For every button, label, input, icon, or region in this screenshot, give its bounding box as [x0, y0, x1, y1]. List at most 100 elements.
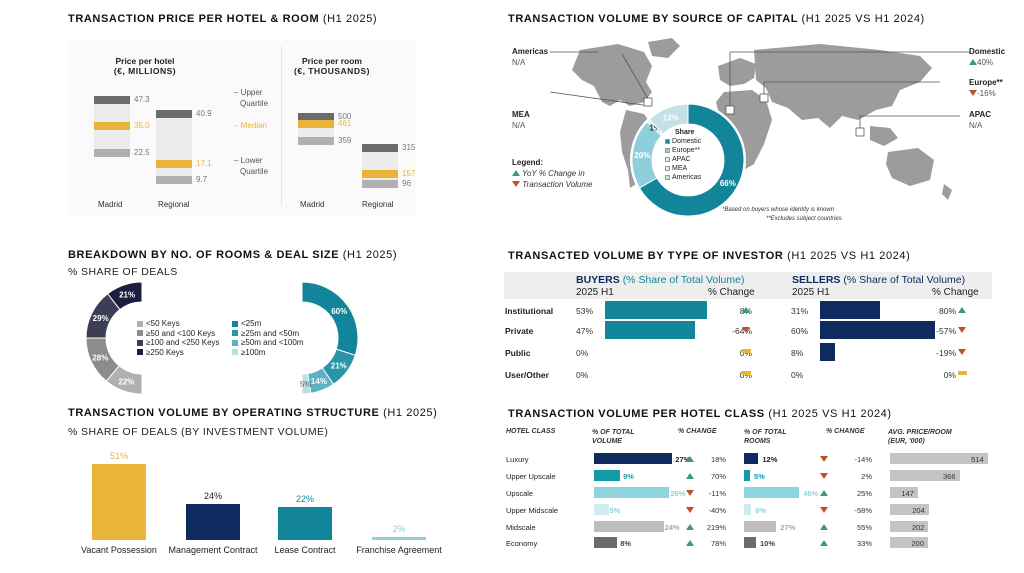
share-legend-label: APAC — [672, 156, 691, 163]
legend-swatch — [137, 320, 143, 327]
quartile-value-label: 96 — [402, 179, 411, 189]
australia-shape — [886, 148, 934, 186]
buyers-header: BUYERS (% Share of Total Volume) — [576, 274, 745, 286]
quartile-value-label: 157 — [402, 168, 416, 178]
quartile-range-box — [156, 113, 192, 180]
quartile-marker — [94, 96, 130, 105]
class-volume-change: -11% — [709, 489, 726, 498]
buyers-share-label: 0% — [576, 348, 589, 358]
class-volume-bar — [594, 521, 664, 532]
quartile-value-label: 40.9 — [196, 108, 212, 118]
legend-lower-quartile: – Lower Quartile — [234, 156, 269, 176]
capital-legend-title: Legend: — [512, 158, 544, 167]
class-rooms-change: 2% — [861, 472, 872, 481]
structure-panel-subtitle: % SHARE OF DEALS (BY INVESTMENT VOLUME) — [68, 426, 329, 438]
quartile-marker — [298, 119, 334, 128]
down-arrow-icon — [820, 456, 828, 462]
col-pct-rooms: % OF TOTAL ROOMS — [744, 429, 787, 445]
up-arrow-icon — [686, 456, 694, 462]
class-volume-bar — [594, 487, 670, 498]
quartile-value-label: 315 — [402, 142, 416, 152]
class-volume-label: 24% — [664, 523, 680, 532]
class-volume-change: 219% — [706, 523, 726, 532]
up-arrow-icon — [742, 307, 750, 313]
up-arrow-icon — [686, 473, 694, 479]
class-volume-change: -40% — [708, 506, 726, 515]
structure-bar-value: 22% — [295, 494, 314, 505]
investor-header-band — [504, 272, 992, 299]
sellers-share-label: 60% — [791, 326, 809, 336]
legend-swatch — [232, 349, 238, 356]
capital-slice-label: 1% — [649, 124, 661, 133]
quartile-value-label: 22.5 — [134, 147, 150, 157]
buyers-share-label: 47% — [576, 326, 594, 336]
up-arrow-icon — [969, 59, 977, 65]
rooms-legend-label: ≥50 and <100 Keys — [146, 328, 216, 338]
class-row-label: Economy — [506, 539, 538, 548]
dealsize-slice-label: 21% — [331, 362, 347, 371]
class-volume-bar — [594, 537, 618, 548]
legend-swatch — [232, 320, 238, 327]
rooms-donut-chart: 22% 28% 29% 21% — [85, 281, 199, 395]
quartile-range-box — [362, 147, 398, 185]
class-volume-bar — [594, 470, 621, 481]
investor-row-label: Public — [505, 348, 531, 358]
down-arrow-icon — [958, 327, 966, 333]
down-arrow-icon — [958, 349, 966, 355]
class-volume-bar — [594, 453, 673, 464]
rooms-legend-label: <50 Keys — [146, 319, 180, 328]
class-rooms-label: 6% — [755, 506, 767, 515]
indonesia-shape — [870, 126, 898, 146]
legend-swatch — [137, 349, 143, 356]
col-change-rooms: % CHANGE — [826, 428, 865, 435]
sellers-change-label: -57% — [936, 326, 956, 336]
up-arrow-icon — [512, 170, 520, 176]
sellers-change-label: 80% — [938, 306, 956, 316]
dealsize-slice-label: 60% — [331, 307, 347, 316]
structure-panel-title: TRANSACTION VOLUME BY OPERATING STRUCTUR… — [68, 407, 438, 419]
class-row-label: Upper Midscale — [506, 506, 559, 515]
dealsize-donut-chart: 60% 21% 14%5% — [245, 281, 359, 395]
structure-bar-category: Franchise Agreement — [356, 545, 442, 555]
europe-shape — [718, 58, 756, 86]
buyers-col-change: % Change — [708, 287, 755, 298]
up-arrow-icon — [820, 524, 828, 530]
up-arrow-icon — [686, 540, 694, 546]
region-mea-name: MEA — [512, 110, 530, 119]
legend-median: – Median — [234, 121, 267, 130]
quartile-marker — [362, 143, 398, 152]
class-price-label: 514 — [971, 455, 984, 464]
structure-bar — [278, 507, 332, 540]
rooms-slice-label: 28% — [92, 354, 108, 363]
class-volume-label: 8% — [620, 539, 632, 548]
greenland-shape — [648, 38, 680, 58]
capital-panel-title: TRANSACTION VOLUME BY SOURCE OF CAPITAL … — [508, 13, 925, 25]
class-price-label: 200 — [911, 539, 924, 548]
sellers-change-label: -19% — [936, 348, 956, 358]
quartile-marker — [362, 169, 398, 178]
rooms-panel-subtitle: % SHARE OF DEALS — [68, 266, 178, 278]
class-row-label: Upscale — [506, 489, 534, 498]
share-legend-item: Europe** — [665, 146, 701, 155]
class-volume-bar — [594, 504, 609, 515]
class-rooms-change: -58% — [854, 506, 872, 515]
asia-shape — [754, 44, 932, 128]
sellers-share-bar — [820, 321, 936, 339]
sellers-share-bar — [820, 343, 836, 361]
down-arrow-icon — [742, 327, 750, 333]
share-legend-label: Europe** — [672, 147, 701, 154]
class-rooms-label: 27% — [780, 523, 796, 532]
hotel-price-header: Price per hotel (€, MILLIONS) — [113, 56, 177, 76]
region-apac-name: APAC — [969, 110, 992, 119]
class-price-bar — [890, 537, 928, 548]
city-label: Madrid — [98, 200, 123, 209]
region-domestic-value: 40% — [969, 58, 993, 67]
dealsize-legend-label: <25m — [241, 319, 262, 328]
buyers-share-label: 53% — [576, 306, 594, 316]
legend-swatch — [232, 339, 238, 346]
investor-row-label: Private — [505, 326, 534, 336]
quartile-marker — [94, 148, 130, 157]
structure-bar-category: Vacant Possession — [81, 545, 157, 555]
quartile-value-label: 47.3 — [134, 95, 150, 105]
sellers-header: SELLERS (% Share of Total Volume) — [792, 274, 966, 286]
